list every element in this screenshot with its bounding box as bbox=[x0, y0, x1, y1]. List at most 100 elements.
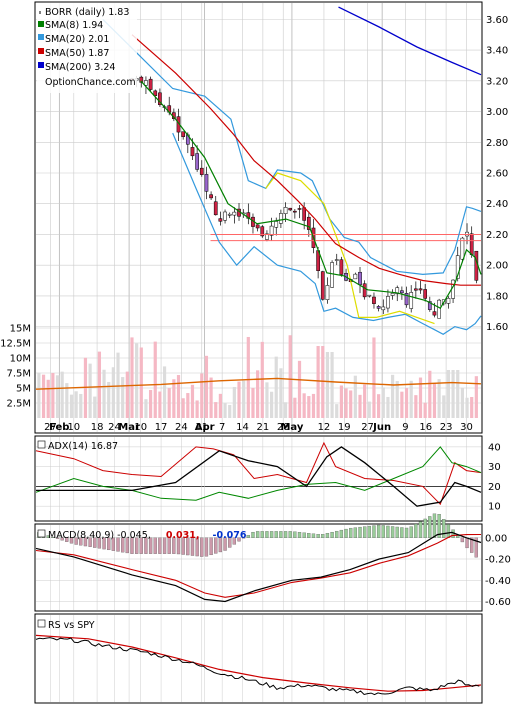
macd-histogram-bar bbox=[269, 531, 274, 538]
macd-histogram-bar bbox=[460, 537, 465, 543]
price-tick-label: 2.60 bbox=[486, 169, 508, 180]
volume-bar bbox=[470, 397, 474, 418]
volume-bar bbox=[186, 393, 190, 418]
macd-histogram-bar bbox=[297, 532, 302, 538]
adx-panel: 40 30 20 10 ADX(14) 16.87 bbox=[34, 435, 501, 522]
volume-bar bbox=[307, 396, 311, 418]
price-y-axis: 3.60 3.40 3.20 3.00 2.80 2.60 2.40 2.20 2.00 1.80… bbox=[486, 15, 508, 333]
rs-panel: RS vs SPY bbox=[34, 613, 483, 704]
volume-bar bbox=[395, 381, 399, 418]
legend-sma20: SMA(20) 2.01 bbox=[38, 34, 109, 45]
x-tick-label: Apr bbox=[195, 422, 215, 433]
adx-label: ADX(14) 16.87 bbox=[48, 441, 118, 452]
price-tick-label: 3.60 bbox=[486, 15, 508, 26]
candle-body bbox=[334, 259, 339, 261]
macd-histogram-bar bbox=[200, 537, 204, 557]
legend-symbol: BORR (daily) 1.83 bbox=[39, 7, 129, 18]
price-tick-label: 3.40 bbox=[486, 46, 508, 57]
candle-body bbox=[148, 78, 153, 90]
x-tick-label: Mar bbox=[118, 422, 140, 433]
macd-histogram-bar bbox=[148, 537, 153, 554]
price-tick-label: 2.80 bbox=[486, 138, 508, 149]
macd-histogram-bar bbox=[209, 537, 213, 556]
sma8-line bbox=[140, 80, 482, 309]
volume-bar bbox=[377, 394, 381, 418]
macd-tick-label: -0.40 bbox=[485, 576, 511, 587]
candle-body bbox=[409, 292, 414, 309]
volume-bar bbox=[428, 370, 432, 418]
macd-histogram-bar bbox=[376, 524, 381, 538]
adx-tick-label: 20 bbox=[488, 482, 501, 493]
macd-histogram-bar bbox=[470, 537, 474, 553]
x-tick-label: Feb bbox=[49, 422, 69, 433]
volume-bar bbox=[97, 351, 102, 418]
legend-sma50: SMA(50) 1.87 bbox=[38, 48, 109, 59]
macd-histogram-bar bbox=[325, 533, 330, 538]
volume-bar bbox=[293, 397, 297, 418]
macd-histogram-bar bbox=[130, 537, 134, 554]
macd-histogram-bar bbox=[228, 537, 232, 548]
volume-bar bbox=[246, 336, 250, 418]
macd-histogram-bar bbox=[88, 537, 92, 547]
macd-histogram-bar bbox=[321, 534, 325, 538]
volume-bar bbox=[311, 393, 316, 418]
macd-histogram-bar bbox=[232, 537, 237, 545]
volume-bar bbox=[79, 393, 83, 418]
volume-bar bbox=[116, 352, 120, 418]
macd-histogram-bar bbox=[83, 537, 88, 547]
macd-histogram-bar bbox=[339, 529, 344, 538]
candle-body bbox=[460, 237, 465, 260]
svg-text:MACD(8,40,9) -0.045, 0.0: MACD(8,40,9) -0.045, 0.031, -0.076 bbox=[48, 530, 247, 541]
adx-tick-label: 40 bbox=[488, 442, 501, 453]
volume-tick-label: 2.5M bbox=[6, 399, 31, 410]
macd-histogram-bar bbox=[344, 528, 348, 538]
volume-bar bbox=[162, 366, 167, 418]
candle-body bbox=[390, 292, 395, 296]
candle-body bbox=[386, 296, 390, 309]
macd-histogram-bar bbox=[242, 537, 246, 539]
rs-line bbox=[35, 637, 480, 696]
legend-sma200-label: SMA(200) 3.24 bbox=[45, 62, 115, 73]
candle-body bbox=[218, 218, 223, 222]
volume-bar bbox=[195, 400, 199, 418]
macd-histogram-bar bbox=[111, 537, 116, 551]
macd-label: MACD(8,40,9) -0.045, bbox=[48, 530, 151, 541]
price-tick-label: 2.40 bbox=[486, 199, 508, 210]
volume-bar bbox=[260, 341, 264, 418]
x-tick-label: 10 bbox=[134, 422, 147, 433]
volume-bar bbox=[437, 379, 441, 418]
volume-bar bbox=[418, 377, 423, 418]
macd-histogram-bar bbox=[144, 537, 148, 554]
price-tick-label: 2.20 bbox=[486, 230, 508, 241]
macd-tick-label: -0.20 bbox=[485, 555, 511, 566]
price-tick-label: 1.60 bbox=[486, 322, 508, 333]
macd-histogram-bar bbox=[400, 527, 404, 538]
candle-body bbox=[232, 211, 237, 216]
plus-di-line bbox=[35, 441, 482, 506]
volume-bar bbox=[321, 346, 325, 418]
macd-histogram-bar bbox=[190, 537, 195, 556]
macd-histogram-bar bbox=[288, 531, 292, 538]
macd-tick-label: 0.00 bbox=[485, 533, 507, 544]
macd-histogram-bar bbox=[172, 537, 176, 554]
volume-bar bbox=[111, 367, 115, 418]
price-tick-label: 3.20 bbox=[486, 76, 508, 87]
candle-body bbox=[255, 224, 260, 229]
volume-tick-label: 10M bbox=[10, 354, 31, 365]
volume-bar bbox=[242, 380, 246, 418]
macd-histogram-bar bbox=[409, 526, 413, 538]
candle-body bbox=[260, 226, 265, 237]
volume-bar bbox=[367, 401, 371, 418]
volume-bar bbox=[214, 402, 218, 418]
candle-body bbox=[469, 233, 474, 255]
macd-histogram-bar bbox=[390, 526, 395, 538]
macd-histogram-bar bbox=[283, 531, 288, 538]
macd-tick-label: -0.60 bbox=[485, 597, 511, 608]
volume-bar bbox=[190, 384, 195, 418]
candle-body bbox=[288, 207, 293, 211]
macd-histogram-bar bbox=[55, 537, 60, 539]
volume-bar bbox=[121, 377, 125, 418]
macd-histogram-bar bbox=[456, 535, 460, 538]
candle-body bbox=[455, 255, 460, 279]
x-tick-label: 18 bbox=[91, 422, 104, 433]
